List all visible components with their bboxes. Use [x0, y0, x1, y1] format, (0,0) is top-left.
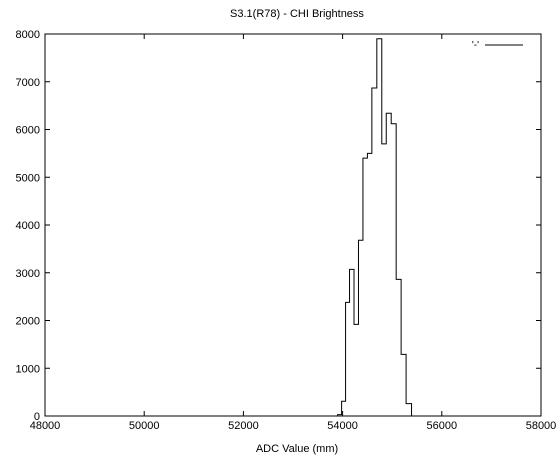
y-tick-label: 7000 — [16, 77, 40, 89]
y-tick-label: 1000 — [16, 363, 40, 375]
y-tick-label: 0 — [34, 411, 40, 423]
x-tick-label: 52000 — [228, 420, 259, 432]
x-tick-label: 58000 — [526, 420, 557, 432]
x-axis-title: ADC Value (mm) — [256, 443, 338, 455]
y-tick-label: 5000 — [16, 172, 40, 184]
histogram-bin — [367, 153, 371, 416]
y-tick-label: 4000 — [16, 220, 40, 232]
chart-title: S3.1(R78) - CHI Brightness — [230, 8, 364, 20]
legend: '-' — [472, 40, 523, 51]
histogram-bin — [358, 240, 362, 416]
histogram-bin — [346, 302, 350, 416]
series-line — [332, 38, 415, 417]
legend-label: '-' — [472, 40, 479, 51]
histogram-bin — [391, 124, 396, 416]
y-tick-label: 8000 — [16, 29, 40, 41]
histogram-bin — [338, 415, 342, 416]
plot-area — [44, 33, 542, 417]
x-tick-label: 54000 — [327, 420, 358, 432]
histogram-bin — [363, 158, 367, 416]
y-tick-label: 3000 — [16, 268, 40, 280]
histogram-bin — [372, 88, 377, 416]
y-axis: 0 1000 2000 3000 4000 5000 6000 7000 8000 — [16, 29, 541, 423]
histogram-bin — [396, 279, 401, 416]
histogram-bin — [342, 401, 346, 416]
histogram-bin — [401, 354, 406, 416]
histogram-bin — [350, 269, 354, 416]
x-tick-label: 50000 — [129, 420, 160, 432]
x-axis: 48000 50000 52000 54000 56000 58000 — [30, 34, 557, 432]
y-tick-label: 6000 — [16, 125, 40, 137]
x-tick-label: 56000 — [427, 420, 458, 432]
histogram-bin — [377, 39, 382, 416]
x-tick-label: 48000 — [30, 420, 61, 432]
histogram-bin — [386, 113, 391, 416]
histogram-bin — [382, 144, 386, 416]
series-group — [332, 38, 415, 417]
y-tick-label: 2000 — [16, 316, 40, 328]
plot-border — [44, 33, 542, 417]
histogram-bin — [406, 404, 411, 416]
histogram-bin — [354, 324, 358, 416]
